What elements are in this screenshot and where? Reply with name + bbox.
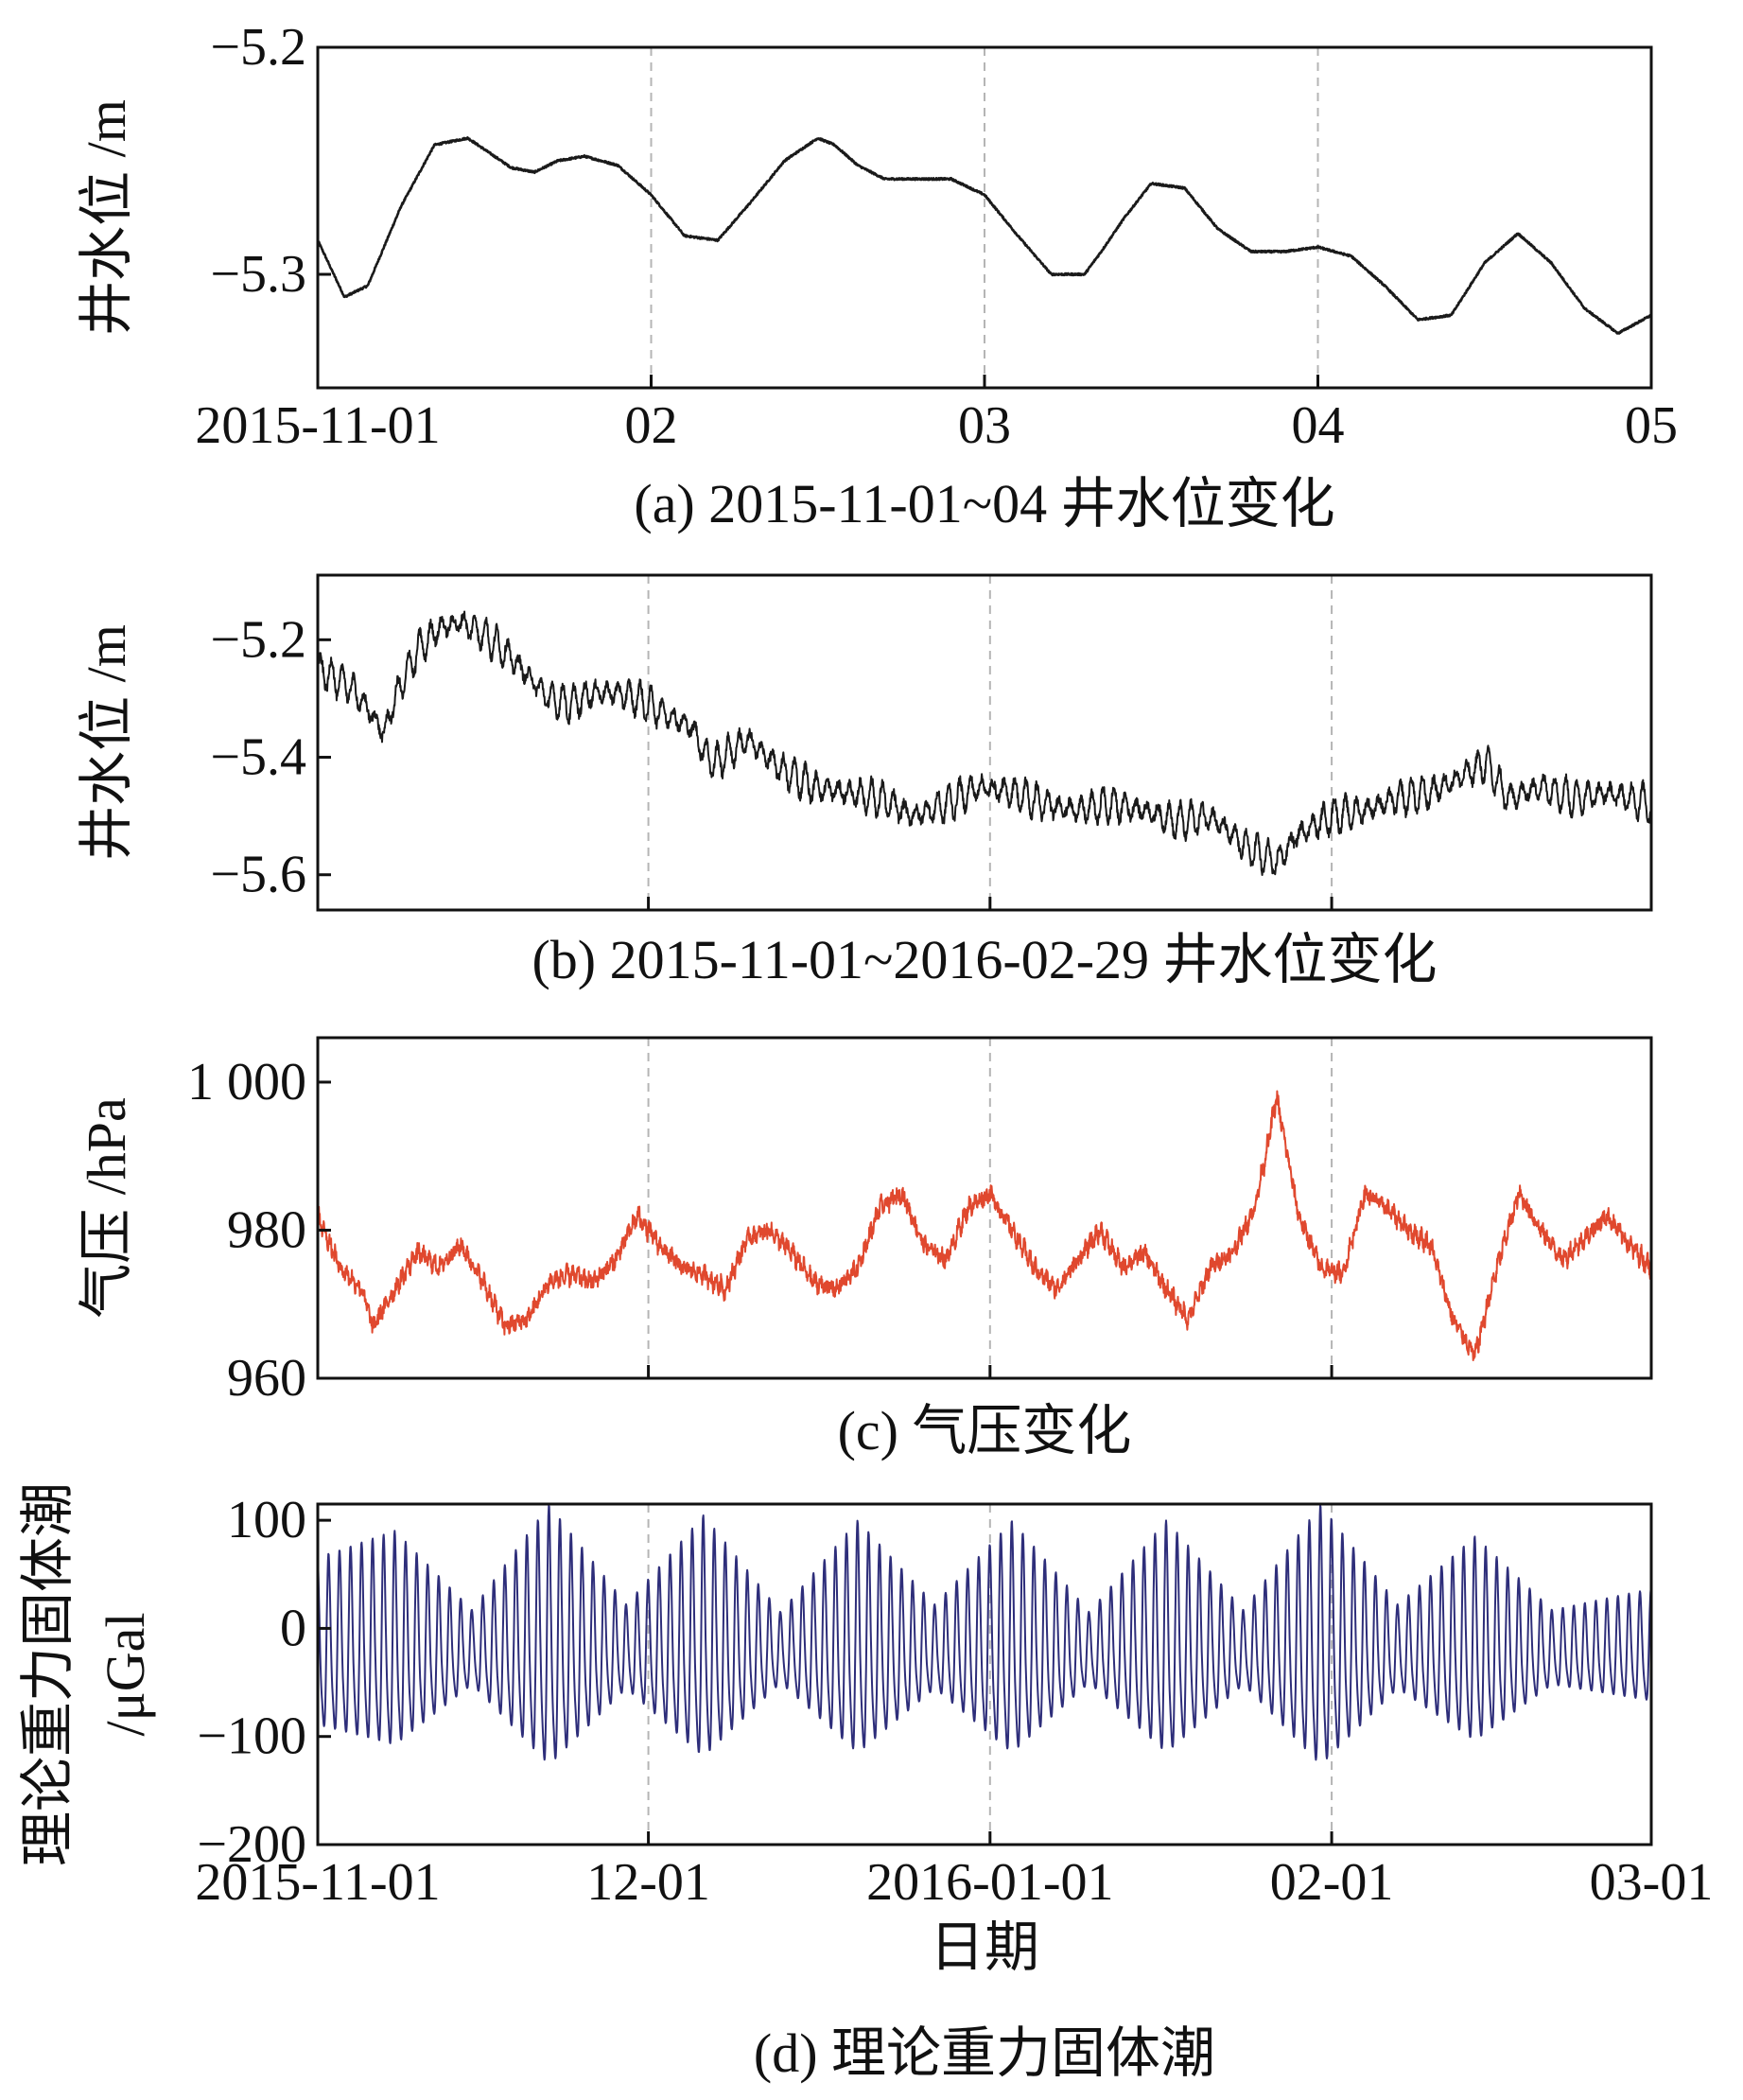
panel-d-xtick-label-1: 12-01 [586,1853,710,1912]
panel-d-ytick-label-0: −200 [197,1815,306,1874]
panel-d-plot-frame [316,1502,1653,1846]
panel-a-xtick-label-4: 05 [1625,396,1678,455]
panel-b-ylabel: 井水位 /m [76,624,137,861]
panel-c-ytick-label-0: 960 [227,1349,306,1408]
panel-d-theoretical-gravity-tide: −200 −100 0 100 2015-11-01 12-01 2016-01-01 02-… [17,1482,1713,2084]
panel-c-ylabel: 气压 /hPa [76,1097,137,1319]
panel-b-plot-frame [316,573,1653,912]
panel-a-ytick-label-0: −5.2 [210,18,306,77]
panel-d-ytick-label-3: 100 [227,1491,306,1549]
panel-a-caption: (a) 2015-11-01~04 井水位变化 [634,473,1334,534]
panel-a-xtick-label-2: 03 [958,396,1011,455]
panel-d-ylabel-0: 理论重力固体潮 [17,1482,78,1866]
panel-a-xtick-label-1: 02 [625,396,678,455]
panel-d-ylabel-1: /μGal [95,1613,156,1737]
panel-b-series-line [317,610,1652,876]
panel-d-ytick-label-2: 0 [280,1599,306,1657]
panel-a-xtick-label-3: 04 [1292,396,1345,455]
panel-c-caption: (c) 气压变化 [838,1400,1132,1461]
panel-d-xtick-label-2: 2016-01-01 [866,1853,1113,1912]
panel-b-caption: (b) 2015-11-01~2016-02-29 井水位变化 [532,929,1437,990]
panel-a-water-level-4day: −5.2 −5.3 2015-11-01 02 03 04 05 井水位 /m (a) 2015… [76,18,1678,534]
panel-b-ytick-label-1: −5.4 [210,728,306,787]
panel-c-ytick-label-1: 980 [227,1200,306,1259]
panel-d-ytick-label-1: −100 [197,1707,306,1766]
panel-c-series-line [317,1090,1652,1361]
panel-d-xtick-label-0: 2015-11-01 [195,1853,440,1912]
panel-c-ytick-label-2: 1 000 [187,1053,306,1111]
panel-d-xlabel: 日期 [930,1916,1039,1978]
panel-d-caption: (d) 理论重力固体潮 [754,2022,1215,2084]
panel-a-series-line [316,136,1653,335]
panel-d-series-line [317,1504,1652,1761]
panel-c-plot-frame [316,1036,1653,1380]
panel-c-air-pressure: 960 980 1 000 气压 /hPa (c) 气压变化 [76,1036,1653,1461]
panel-d-xtick-label-4: 03-01 [1590,1853,1714,1912]
panel-a-ytick-label-1: −5.3 [210,245,306,304]
panel-b-ytick-label-0: −5.2 [210,610,306,669]
panel-d-xtick-label-3: 02-01 [1270,1853,1394,1912]
panel-a-xtick-label-0: 2015-11-01 [195,396,440,455]
panel-b-water-level-4month: −5.2 −5.4 −5.6 井水位 /m (b) 2015-11-01~2016-02… [76,573,1653,990]
panel-a-ylabel: 井水位 /m [76,99,137,336]
panel-b-ytick-label-2: −5.6 [210,846,306,904]
